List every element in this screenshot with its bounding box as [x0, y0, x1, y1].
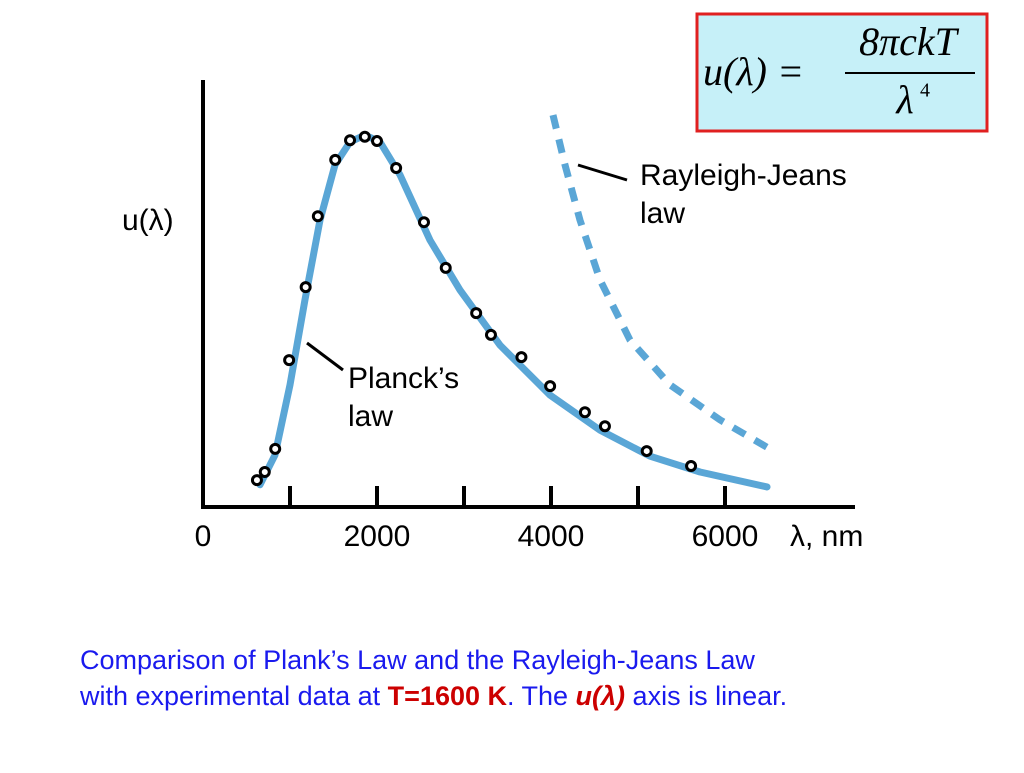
data-point: [544, 380, 557, 393]
rayleigh-jeans-curve: [549, 114, 777, 455]
formula-numerator: 8πckT: [859, 19, 960, 64]
data-point: [484, 328, 497, 341]
data-point: [640, 445, 653, 458]
x-tick-label: 6000: [692, 520, 759, 553]
data-point: [283, 354, 296, 367]
caption-part: with experimental data at: [79, 681, 388, 711]
data-point: [299, 281, 312, 294]
annotation: law: [640, 197, 685, 230]
annotation: Rayleigh-Jeans: [640, 159, 847, 192]
x-axis-label: λ, nm: [790, 520, 863, 553]
data-point: [598, 420, 611, 433]
data-point: [258, 465, 271, 478]
data-point: [439, 261, 452, 274]
data-point: [329, 153, 342, 166]
annotation: law: [348, 400, 393, 433]
annotation: Planck’s: [348, 362, 459, 395]
data-point: [358, 130, 371, 143]
formula-exponent: 4: [920, 80, 930, 102]
data-point: [371, 135, 383, 148]
formula-denominator: λ: [895, 77, 913, 122]
caption-line: Comparison of Plank’s Law and the Raylei…: [80, 645, 755, 675]
data-point: [390, 161, 403, 174]
data-point: [250, 474, 263, 487]
caption-line: with experimental data at T=1600 K. The …: [79, 681, 787, 711]
data-point: [311, 210, 324, 223]
caption-part: u(λ): [576, 681, 626, 711]
x-tick-label: 2000: [344, 520, 411, 553]
data-point: [685, 460, 698, 473]
data-point: [515, 351, 528, 364]
data-point: [417, 216, 430, 229]
pointer: [577, 163, 628, 182]
caption-part: axis is linear.: [625, 681, 787, 711]
x-tick-label: 0: [195, 520, 212, 553]
caption-part: T=1600 K: [388, 681, 508, 711]
data-point: [578, 406, 591, 419]
data-point: [470, 307, 483, 320]
caption-part: . The: [507, 681, 576, 711]
x-tick-label: 4000: [518, 520, 585, 553]
formula-lhs: u(λ) =: [703, 49, 804, 94]
data-point: [269, 442, 282, 455]
data-point: [344, 134, 357, 147]
pointer: [306, 341, 344, 372]
y-axis-label: u(λ): [122, 204, 174, 237]
planck-curve: [256, 131, 771, 491]
